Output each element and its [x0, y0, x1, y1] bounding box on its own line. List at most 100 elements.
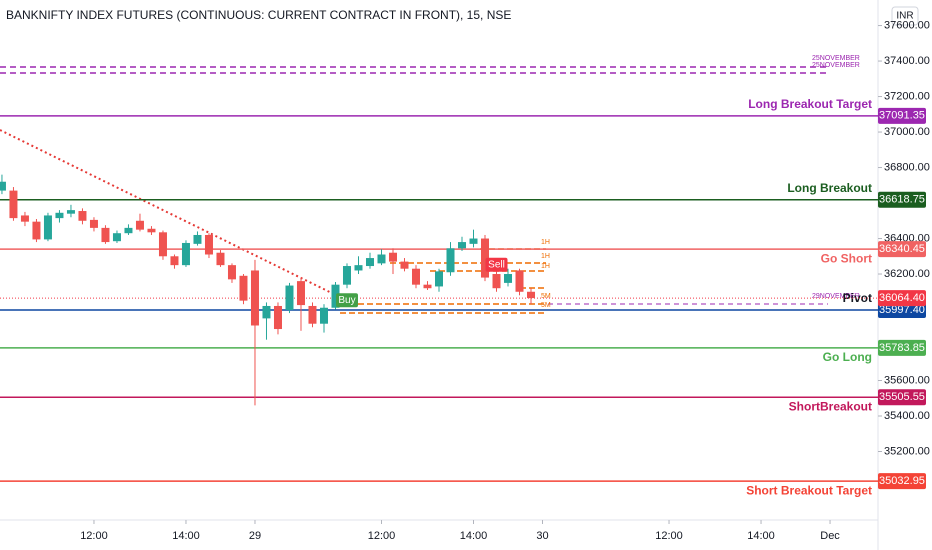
- last-price-tag: [878, 290, 926, 307]
- candle-body: [135, 220, 144, 230]
- level-name: Pivot: [843, 291, 872, 305]
- candle-body: [296, 281, 305, 306]
- order-label: 1H: [541, 263, 550, 270]
- candle-body: [170, 256, 179, 266]
- candle-body: [492, 274, 501, 289]
- x-tick-label: 12:00: [368, 530, 396, 542]
- y-tick-label: 35400.00: [884, 410, 930, 422]
- candle-body: [377, 254, 386, 264]
- price-tag: [878, 107, 926, 124]
- y-tick-label: 37600.00: [884, 19, 930, 31]
- candle-body: [458, 242, 467, 249]
- y-tick-label: 35200.00: [884, 445, 930, 457]
- candle-body: [147, 228, 156, 233]
- x-tick-label: 12:00: [655, 530, 683, 542]
- candle-body: [204, 234, 213, 255]
- candle-body: [250, 270, 259, 326]
- price-tag: [878, 389, 926, 406]
- x-tick-label: 14:00: [460, 530, 488, 542]
- price-tag-label: 35505.55: [879, 391, 925, 403]
- price-tag-label: 37091.35: [879, 110, 925, 122]
- y-tick-label: 36200.00: [884, 268, 930, 280]
- order-label: 5M: [541, 293, 551, 300]
- candle-body: [285, 285, 294, 311]
- candle-body: [388, 252, 397, 262]
- candle-body: [0, 181, 6, 191]
- drawing-label: 25NOVEMBER: [812, 55, 860, 62]
- level-name: Long Breakout: [787, 181, 872, 195]
- signal-label: Sell: [488, 259, 505, 270]
- x-tick-label: 29: [249, 530, 261, 542]
- candle-body: [158, 232, 167, 257]
- level-name: Short Breakout Target: [746, 483, 872, 497]
- y-tick-label: 37000.00: [884, 126, 930, 138]
- level-name: Go Short: [821, 251, 872, 265]
- candle-body: [66, 210, 75, 214]
- candle-body: [527, 291, 536, 299]
- price-tag-label: 35032.95: [879, 475, 925, 487]
- candle-body: [446, 248, 455, 273]
- candle-body: [43, 215, 52, 240]
- y-tick-label: 36800.00: [884, 161, 930, 173]
- currency-button[interactable]: [891, 6, 919, 26]
- order-label: 1H: [541, 239, 550, 246]
- candle-body: [55, 212, 64, 219]
- candle-body: [423, 284, 432, 289]
- candle-body: [504, 274, 513, 283]
- candle-body: [227, 265, 236, 280]
- candle-body: [469, 238, 478, 244]
- candle-body: [319, 307, 328, 324]
- candle-body: [308, 305, 317, 324]
- candle-body: [124, 227, 133, 234]
- candle-body: [239, 275, 248, 301]
- candle-body: [32, 221, 41, 240]
- signal-marker: [335, 293, 358, 308]
- candle-body: [365, 258, 374, 267]
- candle-body: [262, 305, 271, 319]
- signal-marker: [485, 257, 508, 272]
- candle-body: [193, 234, 202, 244]
- candle-body: [411, 268, 420, 285]
- chart-title: BANKNIFTY INDEX FUTURES (CONTINUOUS: CUR…: [6, 8, 511, 22]
- order-label: 1H: [541, 253, 550, 260]
- x-tick-label: 12:00: [80, 530, 108, 542]
- candle-body: [9, 190, 18, 219]
- candle-body: [216, 252, 225, 266]
- candle-body: [78, 211, 87, 221]
- price-tag: [878, 191, 926, 208]
- last-price-label: 36064.40: [879, 292, 925, 304]
- drawing-label: 25NOVEMBER: [812, 62, 860, 69]
- price-tag-label: 35997.40: [879, 304, 925, 316]
- candle-body: [515, 270, 524, 292]
- drawing-label: 29NOVEMBER: [812, 293, 860, 300]
- candle-body: [331, 284, 340, 308]
- signal-label: Buy: [338, 295, 355, 306]
- y-tick-label: 35600.00: [884, 374, 930, 386]
- currency-label[interactable]: INR: [896, 11, 913, 22]
- candle-body: [181, 242, 190, 266]
- candle-body: [101, 227, 110, 243]
- x-tick-label: 30: [536, 530, 548, 542]
- candle-body: [435, 271, 443, 287]
- candle-body: [400, 261, 409, 269]
- price-tag-label: 35783.85: [879, 342, 925, 354]
- candle-body: [342, 266, 351, 285]
- x-tick-label: 14:00: [172, 530, 200, 542]
- level-name: Go Long: [823, 350, 872, 364]
- candle-body: [112, 233, 121, 242]
- price-tag: [878, 241, 926, 258]
- candle-body: [273, 305, 282, 330]
- candle-body: [354, 265, 363, 271]
- y-tick-label: 37200.00: [884, 90, 930, 102]
- x-tick-label: 14:00: [747, 530, 775, 542]
- order-label: 5M: [541, 302, 551, 309]
- x-tick-label: Dec: [820, 530, 840, 542]
- candle-body: [481, 238, 490, 278]
- candle-body: [20, 215, 29, 222]
- price-tag: [878, 339, 926, 356]
- price-tag-label: 36618.75: [879, 194, 925, 206]
- price-tag-label: 36340.45: [879, 243, 925, 255]
